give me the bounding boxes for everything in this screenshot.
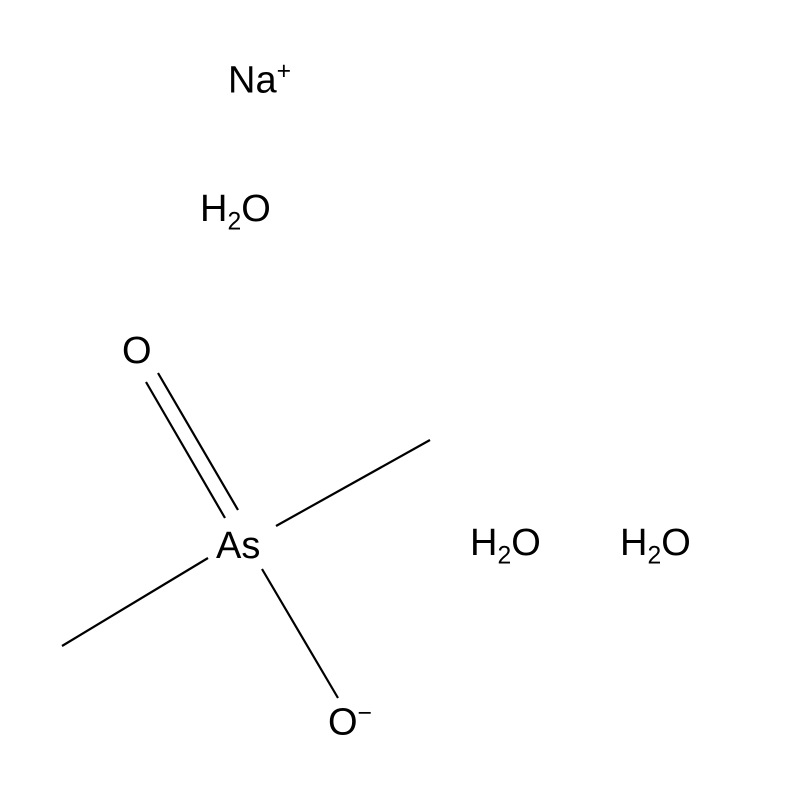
double-bond-line-1 — [158, 373, 238, 510]
h-sub: 2 — [497, 543, 511, 570]
h-text: H — [470, 522, 497, 564]
oxygen-anion: O− — [328, 700, 372, 745]
h-text: H — [620, 522, 647, 564]
bond-layer — [0, 0, 800, 800]
water-right-1: H2O — [470, 522, 541, 571]
sodium-cation: Na+ — [228, 58, 291, 103]
h-sub: 2 — [227, 209, 241, 236]
o-text: O — [661, 522, 691, 564]
o-charge: − — [358, 700, 372, 727]
water-top: H2O — [200, 188, 271, 237]
double-bond-line-2 — [146, 382, 225, 518]
oxygen-double: O — [122, 330, 152, 373]
bond-left-down — [62, 558, 208, 646]
h-text: H — [200, 188, 227, 230]
o-text: O — [241, 188, 271, 230]
na-charge: + — [277, 58, 291, 85]
bond-down — [262, 569, 338, 698]
water-right-2: H2O — [620, 522, 691, 571]
arsenic-center: As — [216, 525, 260, 568]
as-text: As — [216, 525, 260, 567]
molecule-diagram: Na+ H2O H2O H2O O As O− — [0, 0, 800, 800]
h-sub: 2 — [647, 543, 661, 570]
o-text: O — [511, 522, 541, 564]
na-text: Na — [228, 60, 277, 102]
o-text: O — [122, 330, 152, 372]
bond-right-up — [276, 440, 430, 526]
o-text: O — [328, 702, 358, 744]
